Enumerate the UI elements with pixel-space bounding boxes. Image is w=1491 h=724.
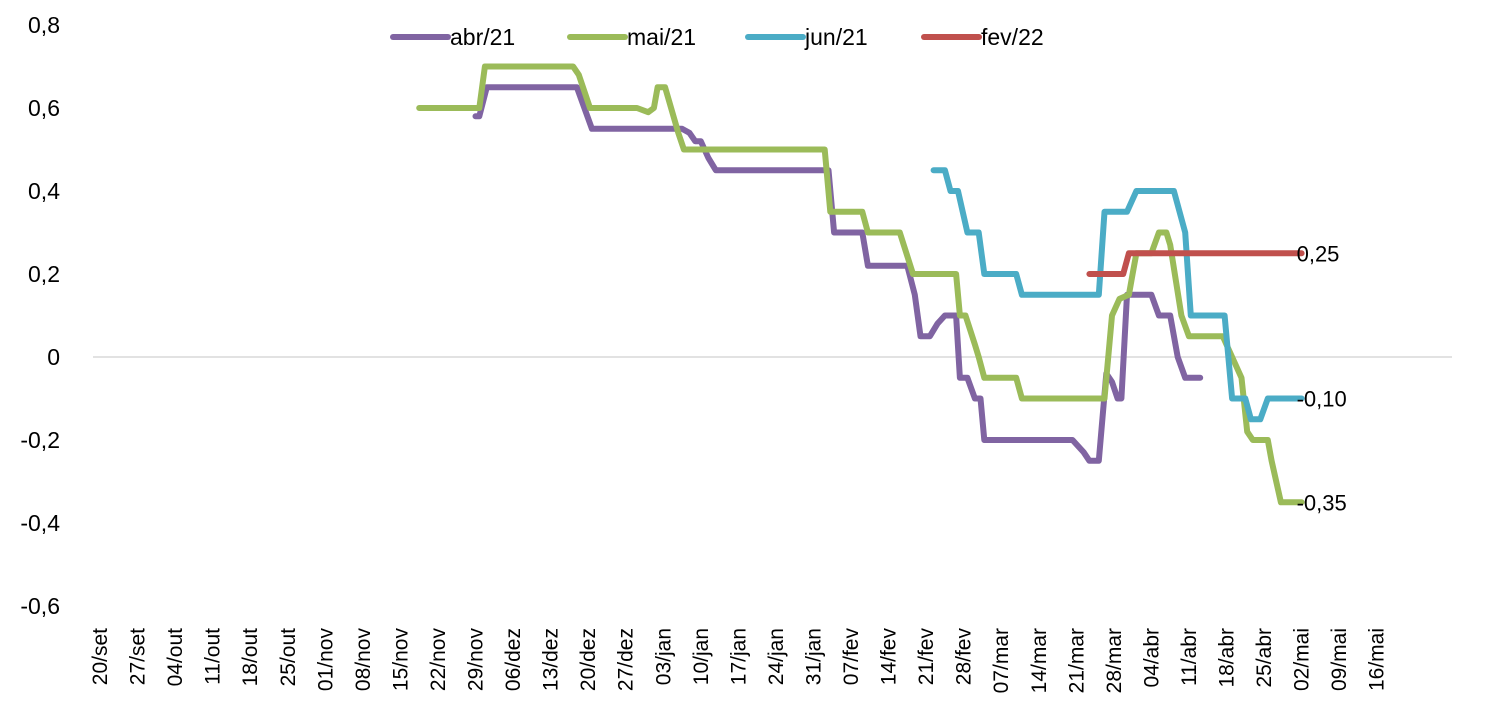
x-tick-label: 01/nov <box>314 628 337 692</box>
x-tick-label: 20/set <box>89 628 112 685</box>
x-tick-label: 02/mai <box>1291 628 1314 691</box>
x-tick-label: 22/nov <box>427 628 450 692</box>
x-tick-label: 21/mar <box>1065 628 1088 693</box>
y-tick-label: -0,2 <box>20 427 60 453</box>
x-tick-label: 29/nov <box>465 628 488 692</box>
x-tick-label: 14/mar <box>1028 628 1051 693</box>
x-tick-label: 18/out <box>239 628 262 687</box>
x-tick-label: 11/abr <box>1178 628 1201 686</box>
x-tick-label: 13/dez <box>540 628 563 691</box>
x-axis-tick-labels: 20/set 27/set 04/out 11/out 18/out 25/out 01/n… <box>89 628 1389 694</box>
x-tick-label: 07/fev <box>840 628 863 686</box>
legend: abr/21 mai/21 jun/21 fev/22 <box>390 24 1044 50</box>
y-tick-label: 0,2 <box>28 261 60 287</box>
x-tick-label: 25/abr <box>1253 628 1276 688</box>
x-tick-label: 09/mai <box>1328 628 1351 691</box>
x-tick-label: 06/dez <box>502 628 525 691</box>
x-tick-label: 04/out <box>164 628 187 687</box>
x-tick-label: 11/out <box>202 628 225 685</box>
x-tick-label: 10/jan <box>690 628 713 685</box>
y-tick-label: 0,4 <box>28 178 60 204</box>
legend-label: jun/21 <box>804 24 868 50</box>
x-tick-label: 17/jan <box>727 628 750 685</box>
y-tick-label: -0,4 <box>20 510 60 536</box>
x-tick-label: 25/out <box>277 628 300 687</box>
x-tick-label: 08/nov <box>352 628 375 692</box>
y-tick-label: 0,6 <box>28 95 60 121</box>
end-value-label: -0,35 <box>1297 490 1347 515</box>
y-tick-label: 0 <box>47 344 60 370</box>
x-tick-label: 14/fev <box>878 628 901 686</box>
x-tick-label: 03/jan <box>652 628 675 685</box>
legend-label: fev/22 <box>981 24 1044 50</box>
x-tick-label: 04/abr <box>1140 628 1163 688</box>
x-tick-label: 20/dez <box>577 628 600 691</box>
end-value-label: -0,10 <box>1297 387 1347 412</box>
x-tick-label: 15/nov <box>389 628 412 692</box>
x-tick-label: 21/fev <box>915 628 938 686</box>
series-line-jun-21 <box>930 167 1305 423</box>
x-tick-label: 31/jan <box>802 628 825 685</box>
end-value-labels: 0,25 -0,10 -0,35 <box>1297 241 1347 515</box>
y-axis-tick-labels: 0,8 0,6 0,4 0,2 0 -0,2 -0,4 -0,6 <box>20 12 60 619</box>
series-line-mai-21 <box>416 63 1305 506</box>
x-tick-label: 18/abr <box>1216 628 1239 688</box>
series-lines <box>416 63 1305 506</box>
end-value-label: 0,25 <box>1297 241 1340 266</box>
x-tick-label: 27/dez <box>615 628 638 691</box>
x-tick-label: 07/mar <box>990 628 1013 693</box>
series-line-abr-21 <box>472 84 1204 464</box>
x-tick-label: 28/mar <box>1103 628 1126 693</box>
x-tick-label: 27/set <box>127 628 150 685</box>
y-tick-label: -0,6 <box>20 593 60 619</box>
legend-label: abr/21 <box>450 24 515 50</box>
x-tick-label: 28/fev <box>953 628 976 686</box>
x-tick-label: 16/mai <box>1366 628 1389 691</box>
y-tick-label: 0,8 <box>28 12 60 38</box>
series-line-fev-22 <box>1086 250 1305 277</box>
legend-label: mai/21 <box>627 24 696 50</box>
x-tick-label: 24/jan <box>765 628 788 685</box>
